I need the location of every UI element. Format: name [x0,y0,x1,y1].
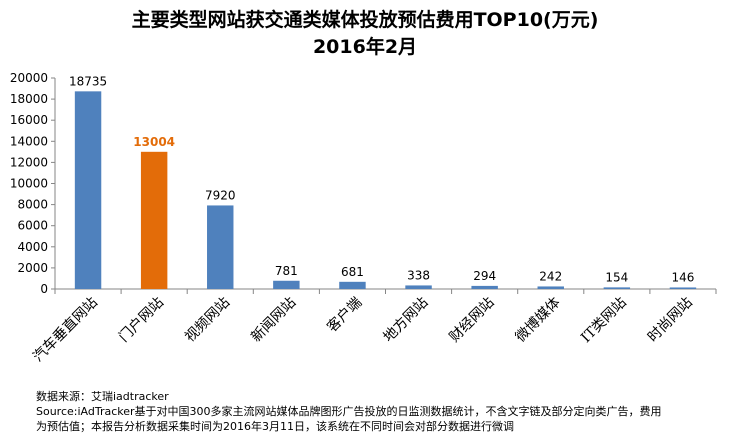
x-tick-label: IT类网站 [578,295,630,347]
x-tick-label: 微博媒体 [512,294,564,346]
chart-subtitle: 2016年2月 [312,36,418,58]
x-tick-label: 地方网站 [380,295,431,346]
x-tick-label: 视频网站 [182,295,233,346]
bar-0 [74,91,102,289]
bar-9 [669,287,697,289]
y-tick-label: 2000 [17,261,48,275]
data-label: 338 [407,268,430,282]
y-tick-label: 20000 [10,71,48,85]
y-tick-label: 16000 [10,113,48,127]
bar-4 [339,281,366,289]
x-tick-label: 客户端 [324,294,366,336]
x-tick-label: 门户网站 [115,294,167,346]
data-label: 294 [473,269,496,283]
data-label: 146 [671,270,694,284]
y-tick-label: 4000 [17,240,48,254]
y-tick-label: 6000 [17,219,48,233]
bar-3 [273,280,300,289]
footer-note-2: 为预估值；本报告分析数据采集时间为2016年3月11日，该系统在不同时间会对部分… [36,420,514,433]
x-tick-label: 财经网站 [447,295,498,346]
data-label: 18735 [69,74,107,88]
data-label: 781 [275,264,298,278]
data-label: 7920 [205,188,236,202]
data-label: 154 [605,270,628,284]
bar-5 [405,285,432,289]
data-label: 13004 [133,135,175,149]
bar-8 [603,287,631,289]
data-label: 681 [341,265,364,279]
y-tick-label: 18000 [10,92,48,106]
bar-6 [471,285,498,289]
bar-2 [207,205,234,289]
footer-source: 数据来源：艾瑞iadtracker [36,390,169,403]
x-tick-label: 汽车垂直网站 [29,294,100,365]
y-tick-label: 14000 [10,134,48,148]
data-label: 242 [539,269,562,283]
y-tick-label: 10000 [10,177,48,191]
x-tick-label: 时尚网站 [645,295,696,346]
chart-title: 主要类型网站获交通类媒体投放预估费用TOP10(万元) [131,9,599,31]
y-tick-label: 0 [40,282,48,296]
y-tick-label: 8000 [17,198,48,212]
footer-note-1: Source:iAdTracker基于对中国300多家主流网站媒体品牌图形广告投… [36,405,662,418]
y-tick-label: 12000 [10,155,48,169]
x-tick-label: 新闻网站 [248,295,299,346]
bar-7 [537,286,564,289]
bar-1 [140,151,168,289]
